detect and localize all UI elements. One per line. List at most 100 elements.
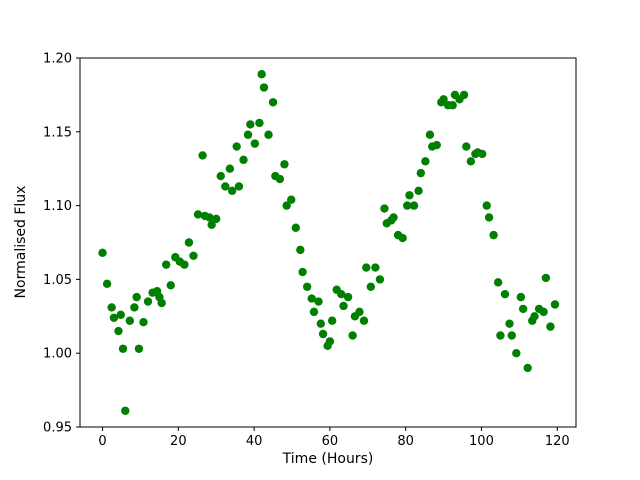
data-point bbox=[198, 151, 207, 160]
data-point bbox=[221, 182, 230, 191]
data-point bbox=[107, 303, 116, 312]
data-point bbox=[416, 168, 426, 178]
data-point bbox=[98, 248, 107, 258]
data-point bbox=[439, 95, 448, 104]
data-point bbox=[139, 318, 148, 327]
data-point bbox=[132, 292, 141, 302]
data-point bbox=[309, 307, 319, 317]
data-point bbox=[268, 98, 278, 107]
data-point bbox=[302, 282, 312, 291]
data-point bbox=[489, 230, 498, 240]
data-point bbox=[243, 130, 253, 139]
data-point bbox=[291, 223, 300, 232]
data-point bbox=[189, 251, 198, 260]
data-point bbox=[296, 245, 305, 255]
data-point bbox=[362, 263, 371, 272]
x-tick-label: 100 bbox=[469, 434, 494, 449]
data-point bbox=[348, 331, 357, 340]
data-point bbox=[109, 313, 119, 322]
data-point bbox=[180, 260, 189, 269]
data-point bbox=[325, 337, 335, 346]
data-point bbox=[389, 213, 398, 222]
data-point bbox=[518, 304, 528, 314]
data-point bbox=[259, 83, 269, 92]
data-point bbox=[282, 201, 291, 210]
data-point bbox=[409, 201, 419, 210]
data-point bbox=[550, 300, 560, 309]
data-point bbox=[227, 186, 237, 196]
data-point bbox=[207, 220, 216, 229]
data-point bbox=[541, 273, 551, 283]
data-point bbox=[512, 349, 521, 358]
data-point bbox=[314, 297, 323, 306]
x-tick-label: 60 bbox=[322, 434, 339, 449]
data-point bbox=[496, 331, 505, 340]
data-point bbox=[166, 281, 175, 290]
data-point bbox=[225, 164, 235, 173]
data-point bbox=[366, 282, 376, 291]
data-point bbox=[162, 260, 171, 269]
data-point bbox=[298, 267, 307, 277]
data-point bbox=[307, 294, 316, 303]
x-axis-label: Time (Hours) bbox=[282, 451, 374, 467]
data-point bbox=[546, 322, 555, 331]
axes-frame bbox=[79, 57, 577, 428]
x-tick-label: 80 bbox=[397, 434, 414, 449]
data-point bbox=[193, 210, 203, 219]
data-point bbox=[339, 301, 348, 311]
data-point bbox=[425, 130, 435, 139]
data-point bbox=[398, 233, 407, 243]
data-point bbox=[316, 319, 326, 328]
data-point bbox=[493, 278, 503, 287]
data-point bbox=[280, 160, 289, 169]
data-point bbox=[264, 130, 273, 139]
data-point bbox=[359, 316, 369, 325]
y-axis-label: Normalised Flux bbox=[13, 185, 29, 299]
data-point bbox=[275, 174, 285, 184]
data-point bbox=[121, 406, 130, 415]
data-point bbox=[250, 139, 260, 148]
data-point bbox=[318, 329, 328, 339]
data-point bbox=[255, 118, 264, 128]
data-point bbox=[380, 204, 389, 213]
data-point bbox=[232, 142, 241, 151]
data-point bbox=[239, 155, 248, 165]
data-point bbox=[462, 142, 471, 151]
data-point bbox=[212, 214, 221, 224]
data-point bbox=[539, 307, 548, 317]
data-point bbox=[500, 289, 510, 299]
data-point bbox=[343, 292, 353, 302]
data-point bbox=[421, 157, 430, 166]
data-point bbox=[134, 344, 144, 353]
data-point bbox=[118, 344, 128, 353]
data-point bbox=[371, 263, 380, 272]
data-point bbox=[432, 140, 441, 150]
y-tick-label: 1.00 bbox=[43, 347, 72, 362]
data-point bbox=[143, 297, 153, 306]
data-point bbox=[482, 201, 491, 210]
y-tick-label: 1.10 bbox=[43, 199, 72, 214]
data-point bbox=[184, 238, 194, 247]
data-point bbox=[205, 213, 214, 222]
y-tick-label: 0.95 bbox=[43, 421, 72, 436]
x-tick-label: 0 bbox=[98, 434, 106, 449]
data-point bbox=[287, 195, 296, 204]
data-point bbox=[459, 90, 469, 100]
x-tick-label: 120 bbox=[545, 434, 570, 449]
data-point bbox=[337, 289, 346, 299]
data-point bbox=[484, 213, 494, 222]
y-tick-label: 1.05 bbox=[43, 273, 72, 288]
data-point bbox=[507, 331, 516, 340]
data-point bbox=[530, 312, 539, 321]
data-point bbox=[246, 120, 255, 129]
data-point bbox=[405, 191, 414, 200]
data-point bbox=[102, 279, 112, 289]
data-point bbox=[327, 316, 337, 325]
y-tick-label: 1.15 bbox=[43, 125, 72, 140]
data-point bbox=[375, 275, 385, 284]
data-point bbox=[355, 307, 364, 317]
x-tick-label: 40 bbox=[246, 434, 263, 449]
data-point bbox=[505, 319, 514, 328]
data-point bbox=[125, 316, 135, 325]
